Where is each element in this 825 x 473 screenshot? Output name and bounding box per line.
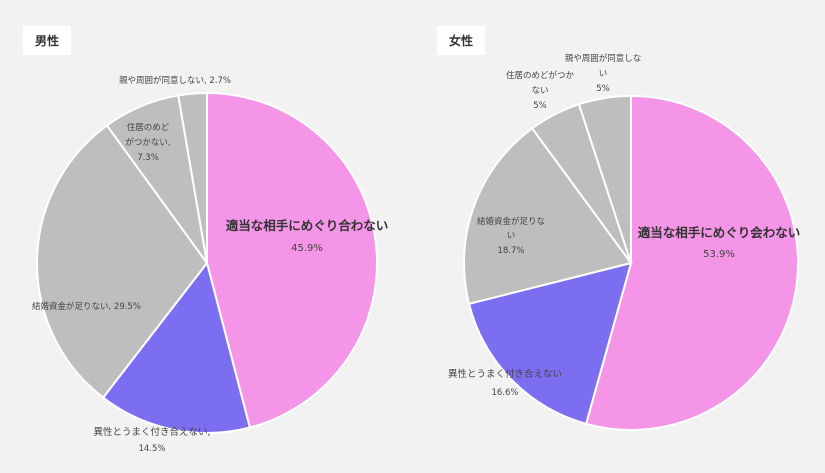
- slice-value-label: 5%: [596, 84, 610, 94]
- pie-chart-male: 適当な相手にめぐり合わない 45.9% 異性とうまく付き合えない, 14.5% 結婚資金…: [32, 75, 389, 454]
- slice-label: 異性とうまく付き合えない,: [93, 426, 210, 438]
- chart-title: 男性: [23, 26, 72, 55]
- slice-label: 親や周囲が同意しな: [565, 53, 642, 64]
- pie-slice: [584, 94, 799, 431]
- slice-label: 異性とうまく付き合えない: [448, 368, 562, 380]
- pie-slice: [36, 124, 209, 399]
- pie-slice: [577, 94, 632, 264]
- pie-slice: [101, 260, 252, 434]
- slice-label: い: [599, 69, 608, 79]
- slice-value-label: 14.5%: [138, 444, 165, 454]
- slice-value-label: 45.9%: [291, 243, 323, 254]
- slice-label: い: [507, 231, 516, 241]
- slice-label: ない: [531, 86, 548, 96]
- slice-label: 住居のめど: [127, 122, 170, 133]
- pie-slice: [467, 261, 633, 426]
- slice-value-label: 18.7%: [497, 246, 524, 256]
- slice-label: 適当な相手にめぐり会わない: [638, 225, 801, 240]
- slice-value-label: 5%: [533, 101, 547, 111]
- pie-slice: [177, 91, 208, 264]
- pie-slice: [206, 91, 378, 429]
- slice-value-label: 16.6%: [491, 388, 518, 398]
- slice-label: がつかない,: [125, 137, 170, 148]
- chart-title: 女性: [437, 26, 486, 55]
- pie-slice: [463, 126, 633, 306]
- slice-label: 住居のめどがつか: [506, 70, 575, 81]
- chart-panel-female: 女性 適当な相手にめぐり会わない 53.9% 異性とうまく付き合えない 16.6% 結婚…: [413, 0, 825, 473]
- pie-chart-female: 適当な相手にめぐり会わない 53.9% 異性とうまく付き合えない 16.6% 結婚資金が…: [448, 53, 801, 431]
- slice-label: 結婚資金が足りな: [477, 216, 545, 227]
- slice-label: 親や周囲が同意しない, 2.7%: [119, 75, 231, 86]
- slice-value-label: 7.3%: [137, 153, 159, 163]
- slice-value-label: 53.9%: [703, 249, 735, 260]
- chart-panel-male: 男性 適当な相手にめぐり合わない 45.9% 異性とうまく付き合えない, 14.5% 結…: [0, 0, 412, 473]
- slice-label: 結婚資金が足りない, 29.5%: [32, 301, 141, 312]
- slice-label: 適当な相手にめぐり合わない: [226, 218, 389, 233]
